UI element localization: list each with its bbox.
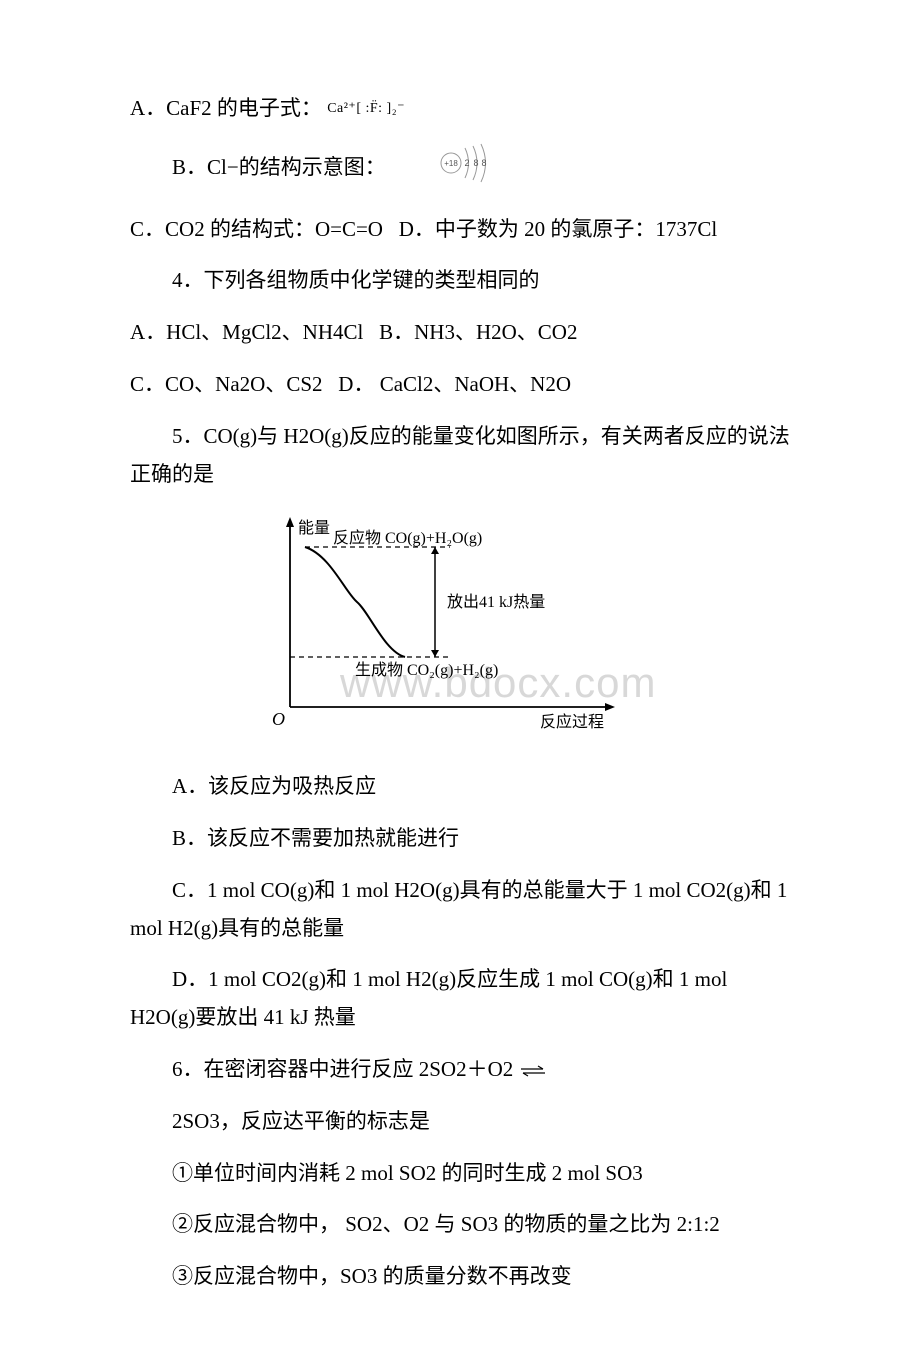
svg-text:反应物 CO(g)+H₂O(g): 反应物 CO(g)+H₂O(g) xyxy=(333,528,482,547)
q-opt-a: A．CaF2 的电子式： Ca²⁺[ :F̈: ]₂⁻ xyxy=(130,90,790,128)
q5-b: B．该反应不需要加热就能进行 xyxy=(130,820,790,858)
opt-text: CO2 的结构式：O=C=O xyxy=(165,217,383,241)
svg-text:2: 2 xyxy=(464,158,469,168)
reversible-icon xyxy=(519,1064,547,1078)
opt-text: Cl−的结构示意图： xyxy=(207,155,386,179)
svg-text:O: O xyxy=(272,709,285,729)
q5-stem: 5．CO(g)与 H2O(g)反应的能量变化如图所示，有关两者反应的说法正确的是 xyxy=(130,418,790,494)
svg-text:放出41 kJ热量: 放出41 kJ热量 xyxy=(447,593,545,611)
opt-label: B． xyxy=(172,155,207,179)
svg-text:反应过程: 反应过程 xyxy=(540,712,604,731)
svg-text:+18: +18 xyxy=(444,159,458,168)
opt-label: C． xyxy=(130,217,165,241)
q6-stem1: 6．在密闭容器中进行反应 2SO2＋O2 xyxy=(130,1051,790,1089)
opt-label: D． xyxy=(399,217,435,241)
q-opt-b: B．Cl−的结构示意图： +18 2 8 8 xyxy=(130,142,790,197)
svg-text:生成物 CO₂(g)+H₂(g): 生成物 CO₂(g)+H₂(g) xyxy=(355,661,498,679)
q4-ab: A．HCl、MgCl2、NH4Cl B．NH3、H2O、CO2 xyxy=(130,314,790,352)
opt-text: 中子数为 20 的氯原子：1737Cl xyxy=(435,217,717,241)
q4-stem: 4．下列各组物质中化学键的类型相同的 xyxy=(130,262,790,300)
q5-a: A．该反应为吸热反应 xyxy=(130,768,790,806)
q-opt-cd: C．CO2 的结构式：O=C=O D．中子数为 20 的氯原子：1737Cl xyxy=(130,211,790,249)
q6-item2: ②反应混合物中， SO2、O2 与 SO3 的物质的量之比为 2:1:2 xyxy=(130,1206,790,1244)
svg-text:8: 8 xyxy=(473,158,478,168)
opt-label: A． xyxy=(130,96,166,120)
q4-cd: C．CO、Na2O、CS2 D． CaCl2、NaOH、N2O xyxy=(130,366,790,404)
q6-item3: ③反应混合物中，SO3 的质量分数不再改变 xyxy=(130,1258,790,1296)
chart-wrap: www.bdocx.com 能量反应物 CO(g)+H₂O(g)生成物 CO₂(… xyxy=(130,507,790,750)
q6-stem2: 2SO3，反应达平衡的标志是 xyxy=(130,1103,790,1141)
q5-d: D．1 mol CO2(g)和 1 mol H2(g)反应生成 1 mol CO… xyxy=(130,961,790,1037)
svg-text:8: 8 xyxy=(481,158,486,168)
energy-chart: 能量反应物 CO(g)+H₂O(g) 生成物 CO₂(g)+H₂(g) 放出41 k… xyxy=(250,507,790,750)
q6-item1: ①单位时间内消耗 2 mol SO2 的同时生成 2 mol SO3 xyxy=(130,1155,790,1193)
q5-c: C．1 mol CO(g)和 1 mol H2O(g)具有的总能量大于 1 mo… xyxy=(130,872,790,948)
lewis-formula: Ca²⁺[ :F̈: ]₂⁻ xyxy=(327,101,405,116)
cl-structure-icon: +18 2 8 8 xyxy=(395,142,497,197)
svg-text:能量: 能量 xyxy=(298,519,330,537)
opt-text: CaF2 的电子式： xyxy=(166,96,322,120)
